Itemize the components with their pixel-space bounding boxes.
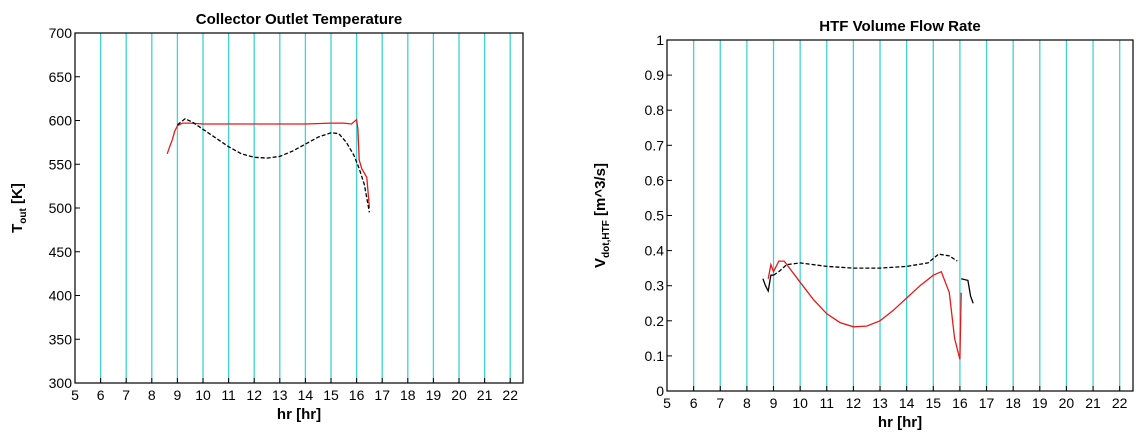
x-tick-label: 5 (71, 387, 79, 403)
x-tick-label: 15 (323, 387, 339, 403)
x-tick-label: 18 (1005, 395, 1021, 411)
x-tick-label: 14 (899, 395, 915, 411)
x-tick-label: 10 (792, 395, 808, 411)
series-line-3 (961, 278, 974, 304)
series-line-2 (762, 274, 774, 294)
y-tick-label: 450 (49, 244, 73, 260)
y-tick-label: 550 (49, 156, 73, 172)
chart-htf-volume-flow-rate: HTF Volume Flow Rate 5 6 7 8 9 10 11 12 13 14 15 16 1… (569, 0, 1138, 444)
x-tick-label: 20 (451, 387, 467, 403)
y-tick-label: 350 (49, 331, 73, 347)
x-tick-label: 13 (872, 395, 888, 411)
x-tick-label: 16 (952, 395, 968, 411)
x-tick-label: 9 (770, 395, 778, 411)
x-axis-label: hr [hr] (878, 414, 922, 431)
x-axis-label: hr [hr] (277, 406, 321, 423)
x-tick-label: 9 (174, 387, 182, 403)
y-tick-label: 0.8 (645, 102, 665, 118)
x-tick-label: 17 (979, 395, 995, 411)
series-line-1 (176, 118, 371, 213)
x-tick-label: 7 (122, 387, 130, 403)
y-tick-label: 400 (49, 288, 73, 304)
y-tick-label: 0.7 (645, 137, 665, 153)
x-tick-label: 19 (426, 387, 442, 403)
y-tick-label: 0 (656, 383, 664, 399)
y-tick-label: 700 (49, 25, 73, 41)
x-tick-label: 14 (298, 387, 314, 403)
x-tick-label: 8 (148, 387, 156, 403)
x-tick-label: 21 (1085, 395, 1101, 411)
x-tick-label: 22 (1112, 395, 1128, 411)
plot-frame (666, 39, 1134, 392)
x-tick-label: 11 (221, 387, 236, 403)
x-tick-label: 20 (1059, 395, 1075, 411)
chart-title: HTF Volume Flow Rate (819, 18, 980, 35)
x-tick-label: 22 (502, 387, 518, 403)
x-tick-label: 6 (690, 395, 698, 411)
y-tick-label: 0.6 (645, 172, 665, 188)
y-tick-label: 300 (49, 375, 73, 391)
chart-svg-left: Collector Outlet Temperature 5 6 7 8 9 10 11 12 1… (9, 11, 524, 423)
y-tick-label: 600 (49, 113, 73, 129)
y-axis-label: Vdot,HTF [m^3/s] (592, 163, 612, 268)
y-tick-label: 0.9 (645, 67, 665, 83)
y-tick-label: 650 (49, 69, 73, 85)
y-axis-label: Tout [K] (9, 183, 29, 233)
y-tick-label: 500 (49, 200, 73, 216)
x-tick-label: 10 (195, 387, 211, 403)
y-tick-label: 0.3 (645, 278, 665, 294)
y-tick-label: 1 (656, 32, 664, 48)
x-tick-label: 12 (846, 395, 862, 411)
x-tick-label: 13 (272, 387, 288, 403)
plot-frame (74, 32, 524, 384)
y-tick-label: 0.4 (645, 243, 665, 259)
y-tick-label: 0.2 (645, 313, 665, 329)
x-tick-label: 5 (663, 395, 671, 411)
x-tick-label: 12 (246, 387, 262, 403)
x-tick-label: 15 (925, 395, 941, 411)
x-tick-label: 18 (400, 387, 416, 403)
y-tick-label: 0.1 (645, 348, 665, 364)
x-tick-label: 17 (374, 387, 390, 403)
series-line-1 (773, 253, 958, 276)
y-tick-label: 0.5 (645, 208, 665, 224)
x-tick-label: 6 (97, 387, 105, 403)
series-line-0 (166, 118, 371, 209)
x-tick-label: 8 (743, 395, 751, 411)
x-tick-label: 21 (477, 387, 493, 403)
chart-title: Collector Outlet Temperature (196, 11, 402, 28)
x-tick-label: 7 (716, 395, 724, 411)
series-line-0 (767, 260, 962, 360)
x-tick-label: 16 (349, 387, 365, 403)
x-tick-label: 19 (1032, 395, 1048, 411)
chart-collector-outlet-temperature: Collector Outlet Temperature 5 6 7 8 9 10 11 12 1… (9, 11, 524, 423)
x-tick-label: 11 (819, 395, 834, 411)
